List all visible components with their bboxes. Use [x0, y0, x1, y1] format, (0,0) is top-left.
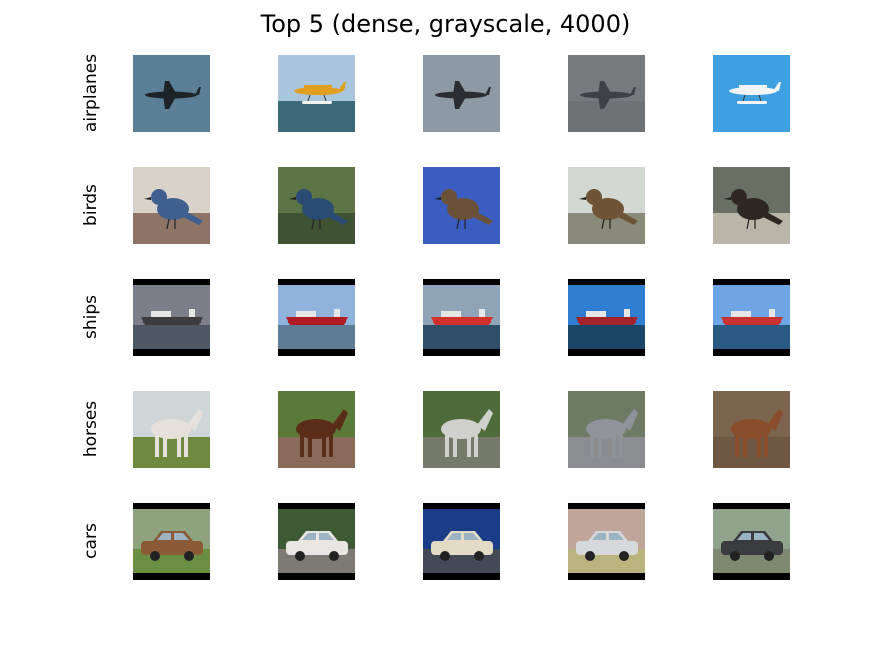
cars-image-4: [568, 503, 645, 580]
cars-image-3: [423, 503, 500, 580]
ships-image-4: [568, 279, 645, 356]
airplanes-image-1: [133, 55, 210, 132]
ships-image-2: [278, 279, 355, 356]
cars-image-1: [133, 503, 210, 580]
cars-image-5: [713, 503, 790, 580]
birds-image-4: [568, 167, 645, 244]
ships-image-5: [713, 279, 790, 356]
row-label-cars: cars: [81, 523, 101, 559]
cars-image-2: [278, 503, 355, 580]
birds-image-3: [423, 167, 500, 244]
figure-title: Top 5 (dense, grayscale, 4000): [260, 10, 631, 38]
row-label-horses: horses: [81, 400, 101, 458]
birds-image-5: [713, 167, 790, 244]
horses-image-4: [568, 391, 645, 468]
row-label-ships: ships: [81, 295, 101, 340]
airplanes-image-2: [278, 55, 355, 132]
horses-image-2: [278, 391, 355, 468]
ships-image-3: [423, 279, 500, 356]
horses-image-1: [133, 391, 210, 468]
row-label-airplanes: airplanes: [81, 53, 101, 133]
birds-image-2: [278, 167, 355, 244]
ships-image-1: [133, 279, 210, 356]
birds-image-1: [133, 167, 210, 244]
airplanes-image-3: [423, 55, 500, 132]
row-label-birds: birds: [81, 184, 101, 226]
horses-image-5: [713, 391, 790, 468]
airplanes-image-4: [568, 55, 645, 132]
airplanes-image-5: [713, 55, 790, 132]
horses-image-3: [423, 391, 500, 468]
